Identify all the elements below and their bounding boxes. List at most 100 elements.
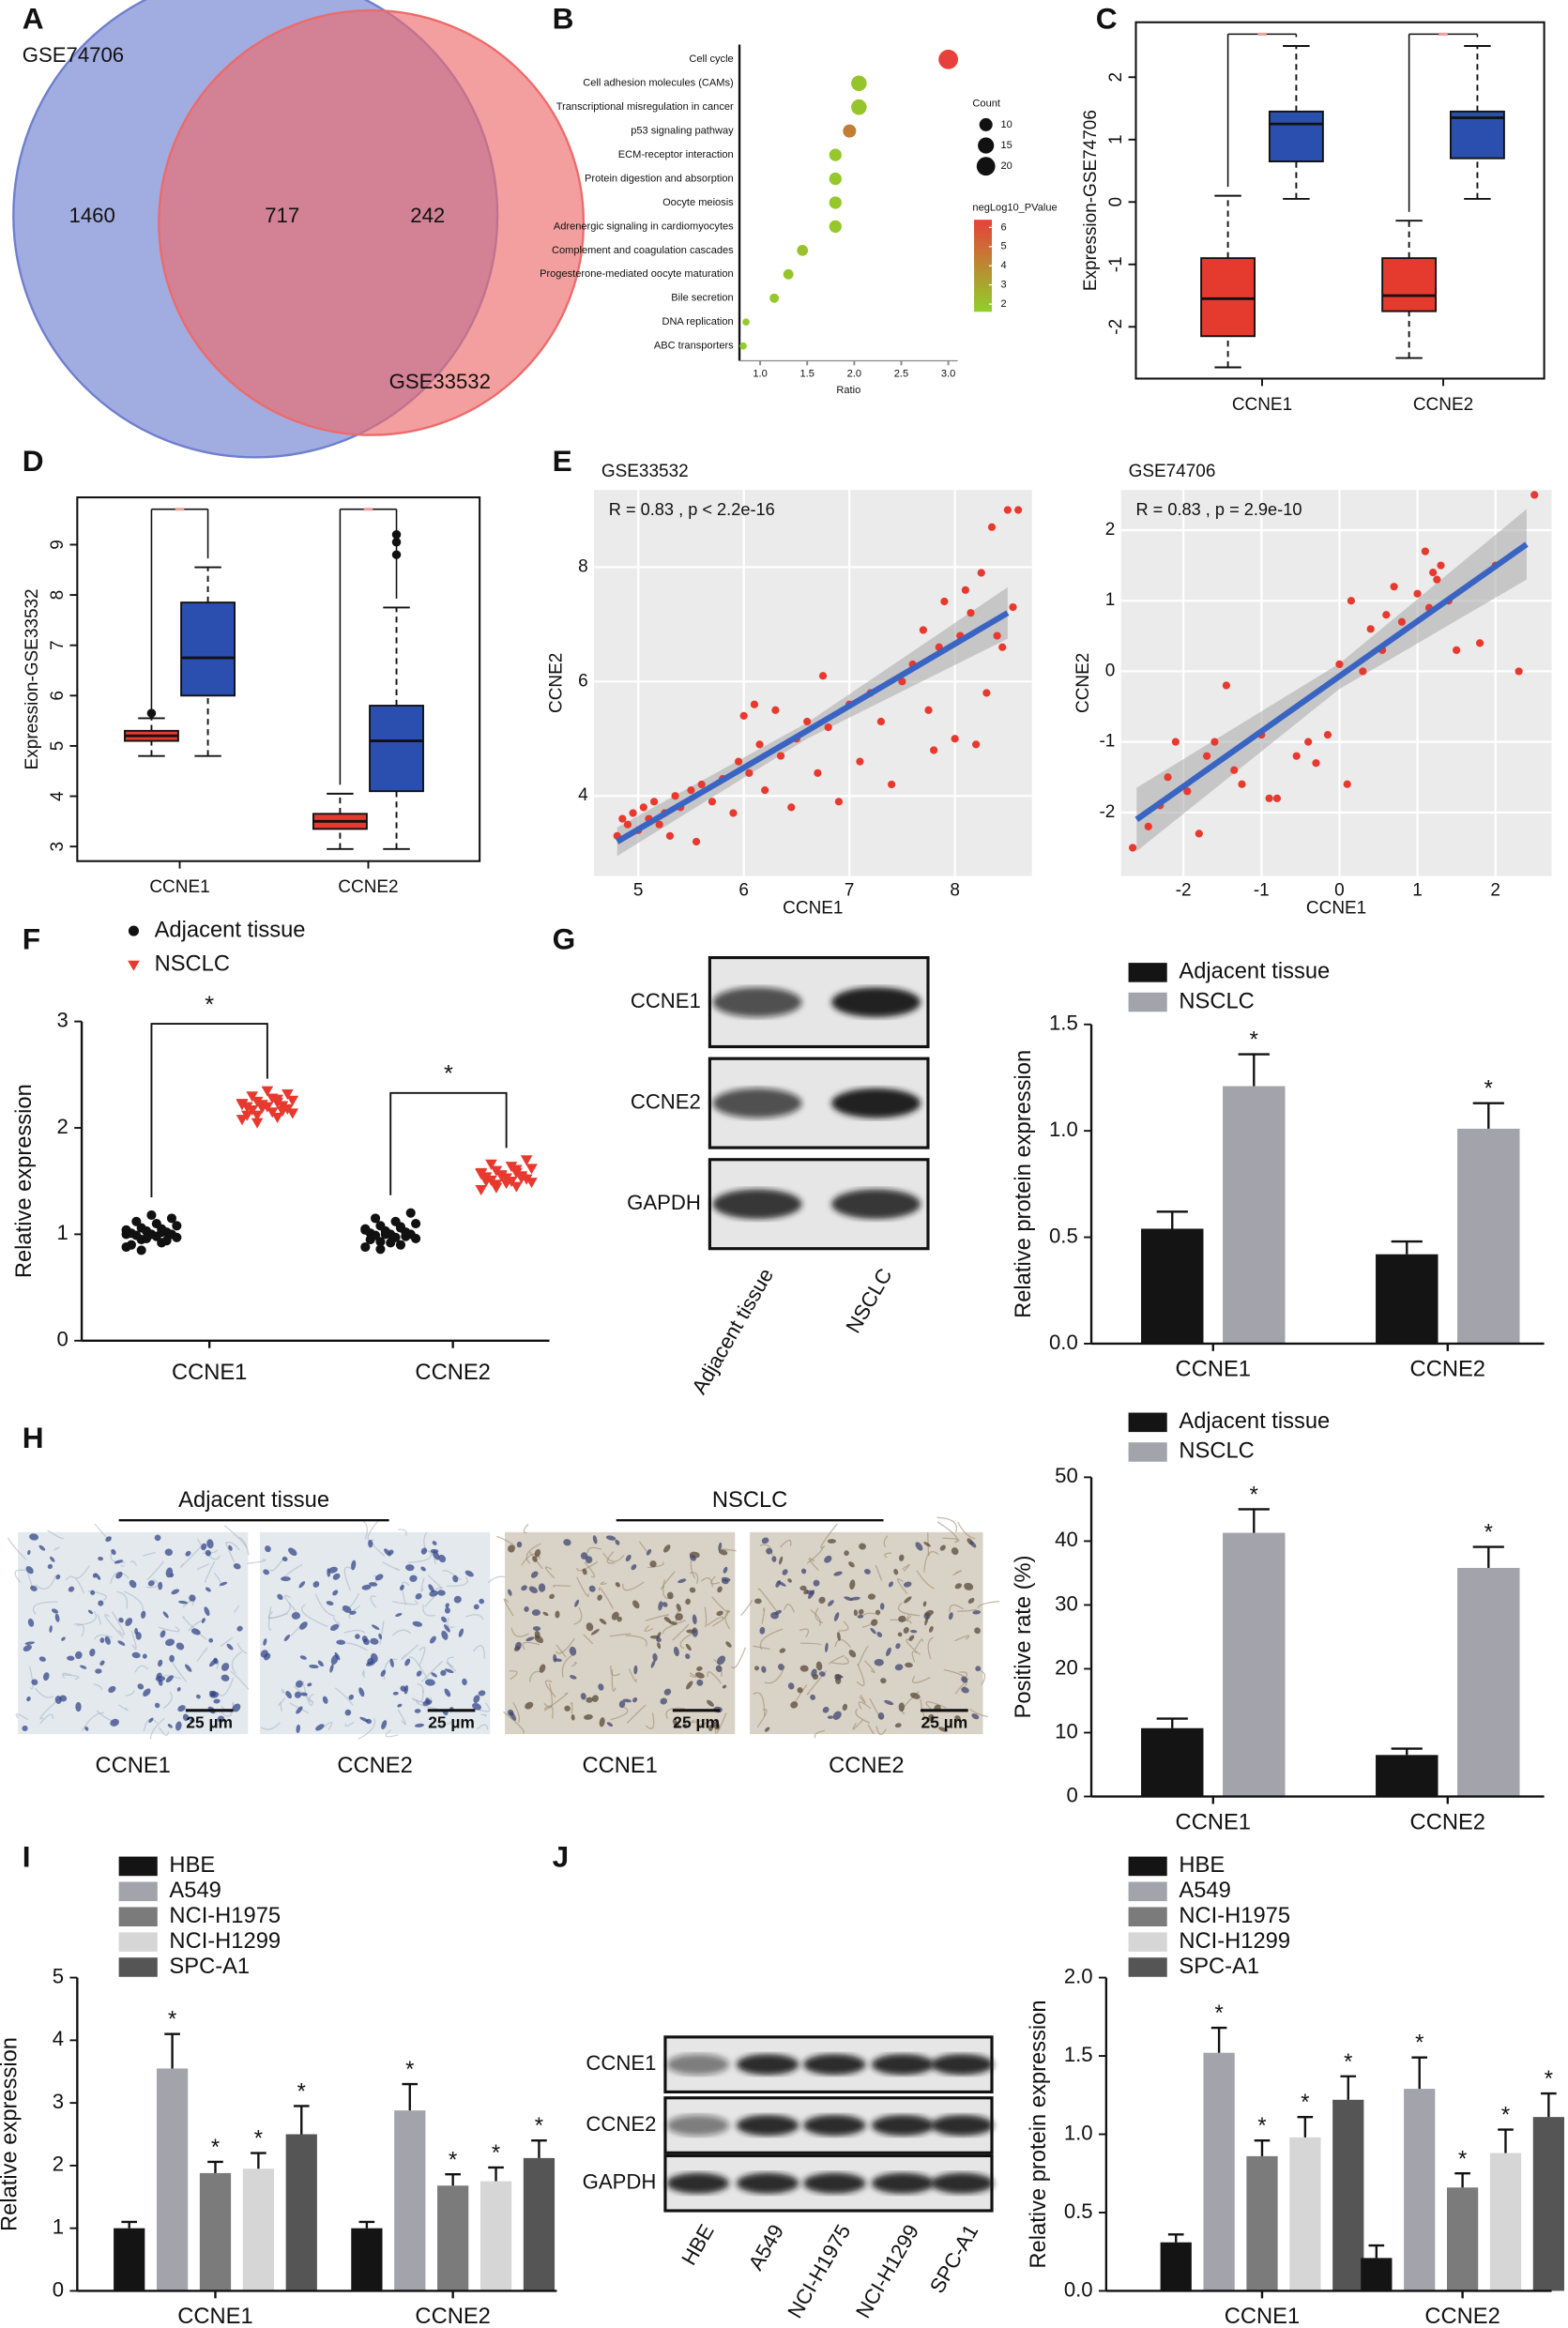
nucleus [27, 1618, 35, 1627]
y-axis-label: CCNE2 [1073, 653, 1093, 713]
nucleus [129, 1579, 137, 1589]
nucleus [582, 1568, 587, 1575]
bar [1141, 1228, 1204, 1344]
nucleus [154, 1702, 160, 1709]
bar [1446, 2187, 1479, 2291]
nucleus [445, 1603, 449, 1608]
y-axis-label: Relative expression [12, 1084, 37, 1278]
point [1343, 780, 1351, 788]
point [1359, 667, 1367, 676]
nucleus [111, 1548, 116, 1556]
plot-frame [1134, 21, 1545, 380]
nucleus [514, 1641, 522, 1651]
y-tick-label: 1.0 [1064, 2121, 1093, 2144]
tissue-fiber [112, 1611, 125, 1636]
tissue-fiber [163, 1674, 181, 1680]
point [510, 1164, 523, 1176]
tissue-fiber [897, 1578, 908, 1595]
tissue-fiber [704, 1606, 708, 1627]
bracket [389, 1091, 508, 1195]
nucleus [867, 1593, 875, 1600]
tissue-fiber [525, 1543, 541, 1564]
nucleus [904, 1596, 912, 1604]
point [490, 1182, 503, 1194]
tissue-fiber [920, 1698, 935, 1724]
blot-lane-label: NCI-H1299 [851, 2220, 923, 2321]
nucleus [909, 1692, 921, 1699]
tissue-fiber [691, 1718, 708, 1724]
nucleus [584, 1714, 593, 1720]
bar [1246, 2155, 1278, 2291]
tissue-fiber [35, 1575, 57, 1590]
blot-row-label: GAPDH [583, 2170, 657, 2194]
x-tick-label: -1 [1254, 880, 1270, 900]
x-tick-label: 2 [1490, 880, 1500, 900]
point [480, 1176, 493, 1188]
nucleus [38, 1656, 46, 1662]
panel-label: A [23, 2, 44, 36]
nucleus [580, 1693, 586, 1700]
nucleus [300, 1692, 308, 1697]
nucleus [524, 1606, 529, 1612]
point [919, 626, 928, 634]
tissue-fiber [260, 1722, 281, 1730]
point [1171, 738, 1180, 746]
tissue-fiber [162, 1691, 173, 1710]
legend-label: 10 [1001, 119, 1012, 130]
y-tick-label: 2 [57, 1115, 69, 1138]
nucleus [169, 1654, 175, 1663]
x-tick-label: 1 [1412, 880, 1423, 900]
nucleus [754, 1666, 760, 1671]
y-tick-label: 0.5 [1064, 2199, 1093, 2223]
tissue-fiber [75, 1565, 90, 1579]
blot-lane-label: A549 [744, 2220, 789, 2274]
point [375, 1221, 386, 1231]
blot-band [931, 2172, 994, 2194]
point [276, 1106, 289, 1118]
nucleus [25, 1566, 34, 1575]
tissue-fiber [370, 1595, 377, 1609]
nucleus [296, 1724, 300, 1734]
nucleus [143, 1688, 151, 1697]
nucleus [606, 1722, 614, 1727]
dot [851, 99, 867, 115]
y-tick-label: 4 [578, 785, 588, 805]
significance: * [1257, 2114, 1266, 2138]
blot-band [736, 2054, 799, 2076]
nucleus [355, 1634, 360, 1639]
nucleus [694, 1672, 705, 1679]
nucleus [903, 1581, 912, 1588]
point [1210, 738, 1219, 746]
tissue-fiber [216, 1678, 235, 1697]
tissue-fiber [39, 1713, 54, 1725]
tissue-fiber [911, 1651, 921, 1663]
point [515, 1173, 528, 1184]
nucleus [725, 1641, 732, 1648]
point [1183, 787, 1192, 796]
nucleus [800, 1568, 807, 1575]
nucleus [827, 1539, 836, 1544]
point [1397, 617, 1407, 626]
point [505, 1162, 518, 1173]
nucleus [156, 1672, 162, 1680]
point [271, 1094, 283, 1105]
tissue-fiber [753, 1645, 770, 1651]
tissue-fiber [332, 1617, 341, 1627]
nucleus [690, 1554, 696, 1561]
point [729, 809, 738, 817]
y-tick-label: 2 [53, 2153, 64, 2176]
dot [797, 245, 809, 256]
nucleus [412, 1620, 423, 1627]
tissue-fiber [647, 1561, 664, 1569]
nucleus [774, 1609, 782, 1615]
category-label: Adrenergic signaling in cardiomyocytes [554, 221, 734, 232]
nucleus [563, 1539, 571, 1546]
point [961, 586, 969, 594]
nucleus [444, 1668, 454, 1674]
nucleus [617, 1616, 622, 1622]
point [697, 780, 706, 789]
y-axis-label: Relative protein expression [1012, 1050, 1036, 1318]
tissue-fiber [756, 1709, 768, 1727]
point [1009, 602, 1017, 612]
bar [1457, 1567, 1520, 1797]
